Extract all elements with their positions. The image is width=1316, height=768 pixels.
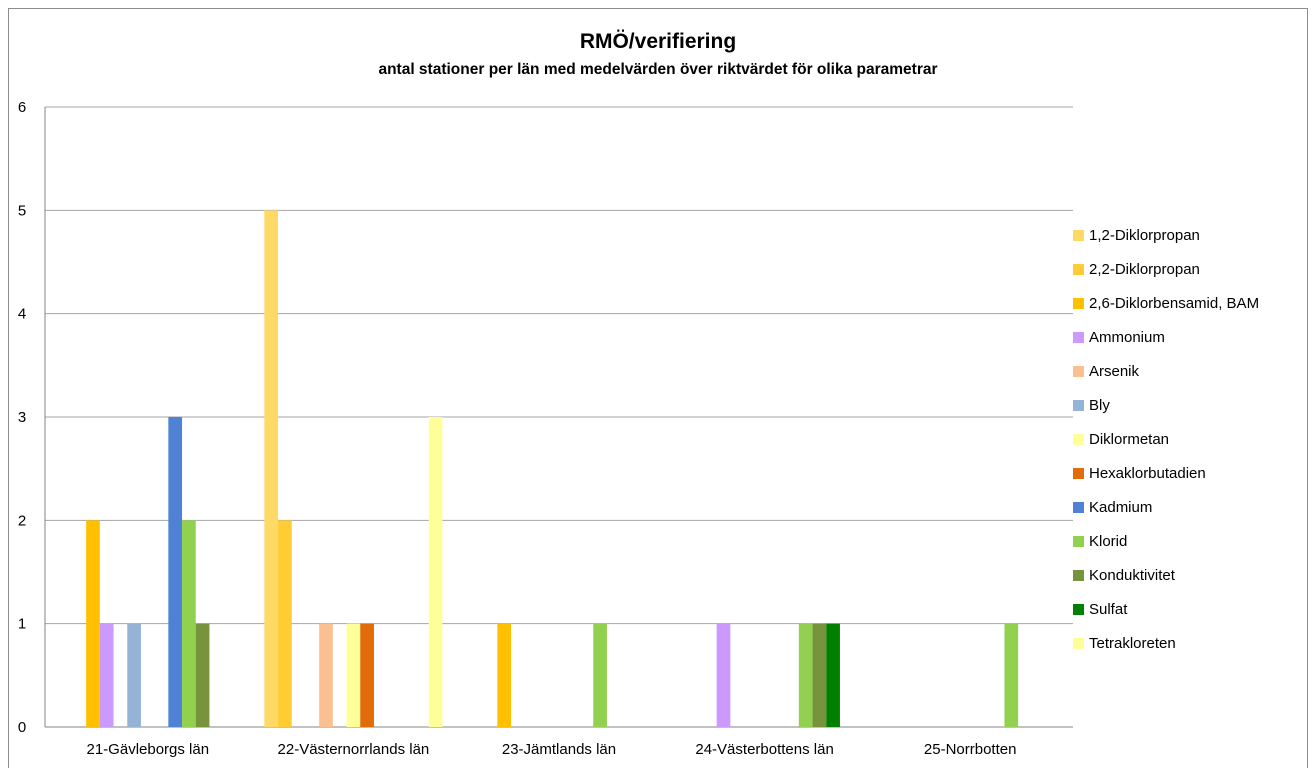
legend-label: Konduktivitet [1089,566,1175,584]
legend-label: Ammonium [1089,328,1165,346]
legend-swatch [1073,433,1084,445]
legend-swatch [1073,331,1084,343]
legend-item: Sulfat [1073,592,1259,626]
legend-swatch [1073,603,1084,615]
bar [798,623,813,727]
bar [1004,623,1019,727]
legend-item: Klorid [1073,524,1259,558]
x-category-label: 21-Gävleborgs län [87,741,210,758]
bar [812,623,827,727]
legend-item: Ammonium [1073,320,1259,354]
y-tick-label: 4 [18,306,26,323]
legend-label: Sulfat [1089,600,1128,618]
bar [182,520,196,727]
bar [86,520,100,727]
legend-swatch [1073,229,1084,241]
chart-title: RMÖ/verifiering [579,30,737,53]
y-tick-label: 5 [18,202,26,219]
legend-item: Konduktivitet [1073,558,1259,592]
x-axis: 21-Gävleborgs län 22-Västernorrlands län 2… [87,741,1017,758]
legend-item: Hexaklorbutadien [1073,456,1259,490]
bar [278,520,292,727]
legend-label: Klorid [1089,532,1128,550]
legend-swatch [1073,569,1084,581]
chart-area [8,8,1308,768]
legend-label: Diklormetan [1089,430,1170,448]
legend-item: 2,2-Diklorpropan [1073,252,1259,286]
bar [346,623,361,727]
x-category-label: 22-Västernorrlands län [278,741,430,758]
legend: 1,2-Diklorpropan 2,2-Diklorpropan 2,6-Dikl… [1073,218,1259,660]
legend-label: 2,2-Diklorpropan [1089,260,1200,278]
legend-swatch [1073,399,1084,411]
legend-swatch [1073,297,1084,309]
legend-item: Tetrakloreten [1073,626,1259,660]
y-tick-label: 6 [18,99,26,116]
chart-subtitle: antal stationer per län med medelvärden … [378,61,938,78]
gridlines [44,106,1073,728]
bar [593,623,607,727]
legend-item: Arsenik [1073,354,1259,388]
legend-swatch [1073,501,1084,513]
bar [716,623,731,727]
x-category-label: 24-Västerbottens län [695,741,833,758]
legend-label: 2,6-Diklorbensamid, BAM [1089,294,1260,312]
bar [168,417,183,727]
legend-label: Kadmium [1089,498,1153,516]
legend-item: 2,6-Diklorbensamid, BAM [1073,286,1259,320]
y-tick-label: 3 [18,409,26,426]
legend-swatch [1073,263,1084,275]
legend-label: Bly [1089,396,1110,414]
y-tick-label: 0 [18,719,26,736]
bar [195,623,210,727]
legend-label: Tetrakloreten [1089,634,1176,652]
legend-item: Kadmium [1073,490,1259,524]
legend-item: Diklormetan [1073,422,1259,456]
x-category-label: 23-Jämtlands län [502,741,616,758]
bar [428,417,443,727]
bar [319,623,333,727]
y-tick-label: 2 [18,512,26,529]
legend-label: Arsenik [1089,362,1140,380]
legend-label: Hexaklorbutadien [1089,464,1206,482]
y-axis: 0 1 2 3 4 5 6 [18,99,26,736]
legend-item: Bly [1073,388,1259,422]
bar [99,623,114,727]
legend-label: 1,2-Diklorpropan [1089,226,1200,244]
legend-swatch [1073,365,1084,377]
x-category-label: 25-Norrbotten [924,741,1017,758]
legend-swatch [1073,535,1084,547]
bar [127,623,141,727]
bar [264,210,279,728]
bar [497,623,512,727]
bars [86,210,1019,728]
legend-swatch [1073,467,1084,479]
bar [360,623,374,727]
y-tick-label: 1 [18,616,26,633]
legend-item: 1,2-Diklorpropan [1073,218,1259,252]
bar [826,623,840,727]
legend-swatch [1073,637,1084,649]
